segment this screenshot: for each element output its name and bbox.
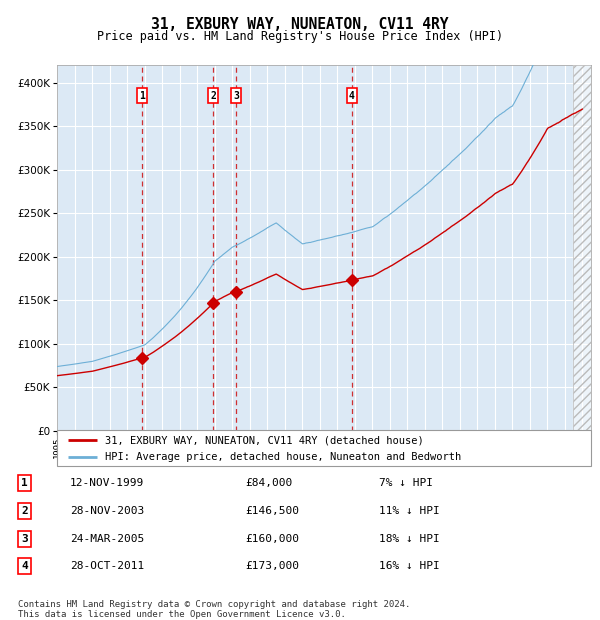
Bar: [574, 65, 591, 431]
Text: 31, EXBURY WAY, NUNEATON, CV11 4RY (detached house): 31, EXBURY WAY, NUNEATON, CV11 4RY (deta…: [105, 435, 424, 445]
Text: 11% ↓ HPI: 11% ↓ HPI: [379, 506, 439, 516]
Bar: [574, 65, 591, 431]
Text: 4: 4: [349, 91, 355, 100]
Text: 28-OCT-2011: 28-OCT-2011: [70, 561, 145, 572]
Text: 28-NOV-2003: 28-NOV-2003: [70, 506, 145, 516]
Text: 1: 1: [22, 478, 28, 489]
Text: 2: 2: [210, 91, 216, 100]
Text: 12-NOV-1999: 12-NOV-1999: [70, 478, 145, 489]
Text: £146,500: £146,500: [245, 506, 299, 516]
FancyBboxPatch shape: [57, 430, 591, 466]
Text: 31, EXBURY WAY, NUNEATON, CV11 4RY: 31, EXBURY WAY, NUNEATON, CV11 4RY: [151, 17, 449, 32]
Text: 16% ↓ HPI: 16% ↓ HPI: [379, 561, 439, 572]
Text: £84,000: £84,000: [245, 478, 292, 489]
Text: £173,000: £173,000: [245, 561, 299, 572]
Text: 3: 3: [22, 534, 28, 544]
Text: 4: 4: [22, 561, 28, 572]
Text: 24-MAR-2005: 24-MAR-2005: [70, 534, 145, 544]
Text: £160,000: £160,000: [245, 534, 299, 544]
Text: 1: 1: [139, 91, 145, 100]
Text: 7% ↓ HPI: 7% ↓ HPI: [379, 478, 433, 489]
Text: 2: 2: [22, 506, 28, 516]
Text: Price paid vs. HM Land Registry's House Price Index (HPI): Price paid vs. HM Land Registry's House …: [97, 30, 503, 43]
Text: HPI: Average price, detached house, Nuneaton and Bedworth: HPI: Average price, detached house, Nune…: [105, 452, 461, 463]
Text: 18% ↓ HPI: 18% ↓ HPI: [379, 534, 439, 544]
Text: Contains HM Land Registry data © Crown copyright and database right 2024.
This d: Contains HM Land Registry data © Crown c…: [18, 600, 410, 619]
Text: 3: 3: [233, 91, 239, 100]
